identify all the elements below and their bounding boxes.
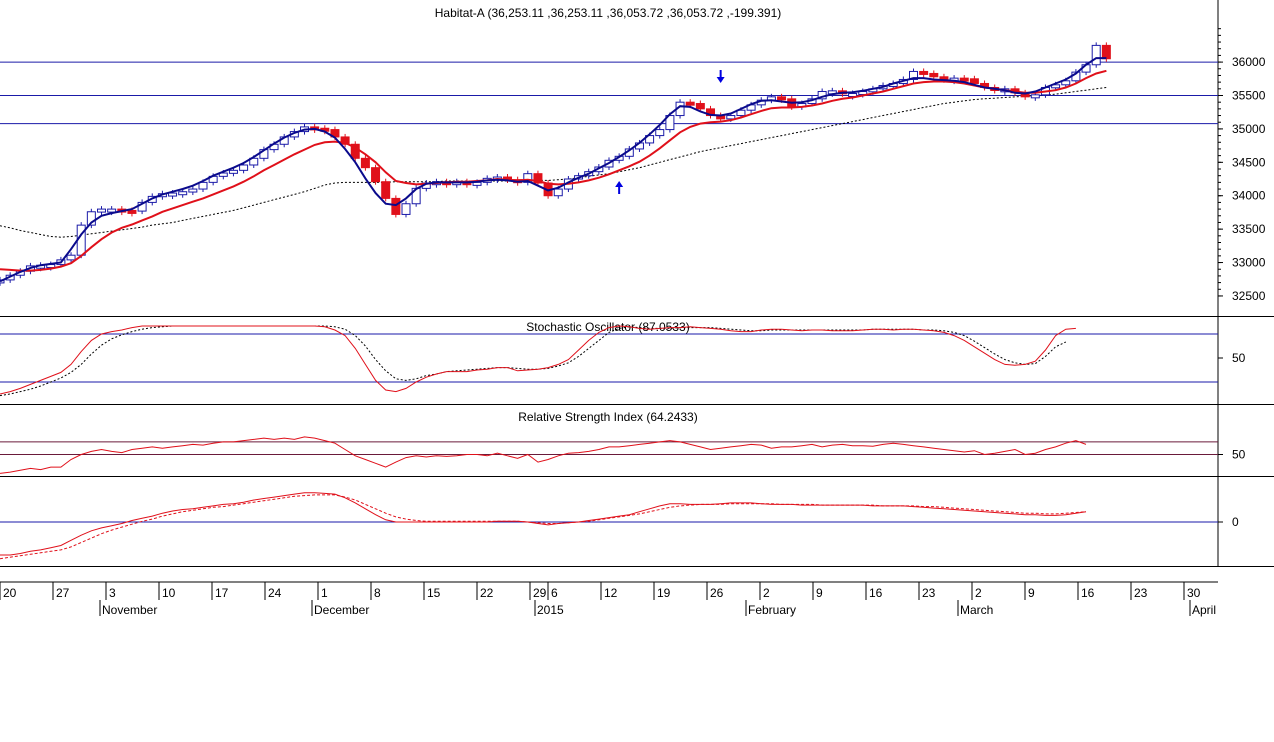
candle-up (1061, 80, 1071, 86)
date-month-label: 2015 (537, 603, 564, 617)
candle-up (97, 208, 106, 213)
candle-up (736, 109, 746, 117)
price-axis-label: 34500 (1232, 155, 1266, 169)
candle-up (188, 188, 198, 193)
candle-down (360, 157, 370, 169)
candle-down (533, 173, 543, 184)
candle-up (553, 188, 563, 197)
long-term-average-line (0, 87, 1107, 238)
date-day-label: 20 (3, 586, 17, 600)
date-day-label: 9 (1028, 586, 1035, 600)
date-day-label: 2 (763, 586, 770, 600)
momentum-signal-line (0, 494, 1087, 560)
candle-up (218, 172, 228, 177)
date-day-label: 8 (374, 586, 381, 600)
candle-down (127, 209, 137, 214)
date-month-label: March (960, 603, 993, 617)
plot-layer: 3250033000335003400034500350003550036000… (0, 0, 1274, 617)
price-axis-label: 32500 (1232, 289, 1266, 303)
candle-down (919, 70, 929, 75)
price-axis-label: 35500 (1232, 89, 1266, 103)
stochastic-d-line (0, 325, 1067, 397)
rsi-title: Relative Strength Index (64.2433) (518, 410, 697, 424)
candle-down (695, 103, 705, 110)
candle-up (1030, 94, 1040, 99)
date-day-label: 15 (427, 586, 441, 600)
arrow-up-icon (615, 181, 624, 194)
price-axis-label: 33500 (1232, 222, 1266, 236)
date-month-label: April (1192, 603, 1216, 617)
momentum-line (0, 492, 1087, 556)
price-axis-label: 35000 (1232, 122, 1266, 136)
stochastic-title: Stochastic Oscillator (87.0533) (526, 320, 689, 334)
candle-up (909, 70, 918, 80)
candle-down (777, 96, 787, 101)
price-axis-label: 34000 (1232, 189, 1266, 203)
date-month-label: February (748, 603, 796, 617)
arrow-head (615, 181, 624, 187)
candle-up (168, 192, 178, 197)
rsi-axis-label: 50 (1232, 448, 1246, 462)
stochastic-axis-label: 50 (1232, 351, 1246, 365)
date-day-label: 30 (1187, 586, 1201, 600)
candle-up (239, 164, 249, 171)
candle-down (371, 167, 381, 183)
date-day-label: 29 (533, 586, 547, 600)
date-day-label: 17 (215, 586, 229, 600)
price-chart-title: Habitat-A (36,253.11 ,36,253.11 ,36,053.… (435, 6, 782, 20)
arrow-head (716, 77, 725, 83)
candle-up (726, 115, 736, 120)
date-day-label: 1 (321, 586, 328, 600)
rsi-line (0, 436, 1087, 474)
date-day-label: 16 (869, 586, 883, 600)
candle-down (959, 77, 969, 82)
candle-up (1091, 44, 1101, 66)
date-day-label: 10 (162, 586, 176, 600)
date-day-label: 3 (109, 586, 116, 600)
candle-up (401, 203, 411, 215)
date-day-label: 24 (268, 586, 282, 600)
candle-up (228, 169, 238, 174)
candle-down (685, 101, 695, 106)
candle-up (1051, 84, 1061, 89)
candle-down (381, 181, 391, 199)
date-month-label: December (314, 603, 369, 617)
date-day-label: 9 (816, 586, 823, 600)
price-axis-label: 33000 (1232, 256, 1266, 270)
date-day-label: 23 (1134, 586, 1148, 600)
candle-up (86, 211, 96, 226)
candle-up (66, 254, 76, 261)
candle-down (391, 197, 401, 215)
candle-down (340, 136, 350, 145)
date-day-label: 19 (657, 586, 671, 600)
date-day-label: 6 (551, 586, 558, 600)
slow-average-line (0, 69, 1107, 272)
price-axis-label: 36000 (1232, 55, 1266, 69)
fast-average-line (0, 57, 1107, 283)
arrow-down-icon (716, 70, 725, 83)
momentum-axis-label: 0 (1232, 515, 1239, 529)
candle-up (178, 191, 188, 196)
candle-up (198, 181, 208, 190)
candle-down (969, 78, 979, 84)
stochastic-k-line (0, 325, 1076, 395)
date-day-label: 2 (975, 586, 982, 600)
date-day-label: 22 (480, 586, 494, 600)
date-month-label: November (102, 603, 157, 617)
candle-up (655, 129, 665, 137)
date-day-label: 26 (710, 586, 724, 600)
date-day-label: 27 (56, 586, 70, 600)
candle-up (523, 173, 533, 183)
candle-up (249, 157, 259, 166)
date-day-label: 16 (1081, 586, 1095, 600)
candle-down (1101, 44, 1111, 60)
date-day-label: 12 (604, 586, 618, 600)
candle-down (929, 72, 939, 78)
date-day-label: 23 (922, 586, 936, 600)
